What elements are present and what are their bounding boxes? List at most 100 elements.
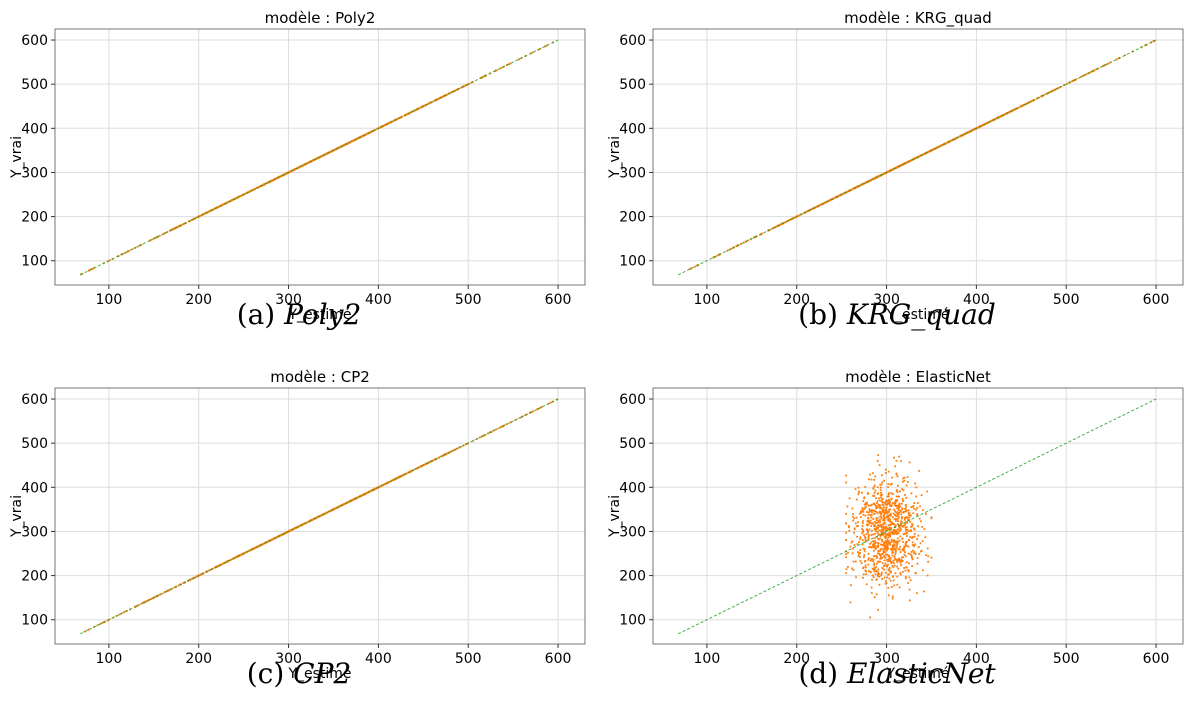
data-point bbox=[907, 509, 910, 512]
data-point bbox=[862, 531, 865, 533]
data-point bbox=[899, 573, 902, 576]
data-point bbox=[845, 539, 848, 541]
data-point bbox=[857, 521, 859, 524]
data-point bbox=[865, 570, 867, 573]
caption-elasticnet: (d) ElasticNet bbox=[598, 657, 1196, 690]
data-point bbox=[226, 201, 229, 204]
data-point bbox=[886, 559, 889, 561]
data-point bbox=[873, 570, 876, 573]
data-point bbox=[890, 492, 893, 495]
data-point bbox=[895, 495, 898, 498]
data-point bbox=[880, 500, 883, 503]
data-point bbox=[890, 540, 893, 543]
x-tick-label: 400 bbox=[365, 651, 392, 667]
data-point bbox=[887, 533, 890, 535]
data-point bbox=[898, 539, 901, 542]
data-point bbox=[907, 552, 910, 555]
data-point bbox=[879, 534, 882, 537]
data-point bbox=[911, 525, 914, 528]
data-point bbox=[884, 501, 887, 504]
data-point bbox=[886, 500, 889, 503]
data-point bbox=[384, 124, 386, 126]
data-point bbox=[909, 536, 912, 538]
x-tick-label: 100 bbox=[96, 651, 123, 667]
data-point bbox=[897, 548, 900, 550]
data-point bbox=[761, 232, 764, 235]
data-point bbox=[913, 507, 915, 510]
data-point bbox=[499, 426, 502, 429]
data-point bbox=[316, 516, 319, 519]
data-point bbox=[879, 521, 882, 524]
data-point bbox=[905, 516, 908, 519]
data-point bbox=[853, 517, 856, 520]
data-point bbox=[873, 566, 876, 569]
data-point bbox=[893, 545, 896, 548]
data-point bbox=[244, 192, 247, 195]
data-point bbox=[373, 129, 376, 132]
data-point bbox=[884, 529, 887, 532]
data-point bbox=[888, 555, 891, 558]
data-point bbox=[856, 185, 859, 188]
data-point bbox=[880, 557, 882, 560]
data-point bbox=[876, 502, 878, 505]
data-point bbox=[877, 608, 879, 611]
data-point bbox=[308, 520, 310, 523]
data-point bbox=[176, 226, 179, 228]
data-point bbox=[897, 515, 900, 518]
data-point bbox=[896, 504, 899, 507]
data-point bbox=[912, 512, 915, 515]
data-point bbox=[370, 489, 373, 492]
data-point bbox=[1092, 69, 1095, 72]
x-tick-label: 400 bbox=[963, 651, 990, 667]
data-point bbox=[885, 506, 888, 509]
data-point bbox=[509, 62, 512, 65]
data-point bbox=[893, 456, 895, 459]
data-point bbox=[441, 96, 443, 98]
data-point bbox=[913, 535, 916, 538]
data-point bbox=[857, 486, 860, 489]
data-point bbox=[1089, 71, 1092, 74]
reference-line bbox=[677, 39, 1157, 276]
data-point bbox=[915, 592, 918, 595]
x-tick-label: 300 bbox=[873, 651, 900, 667]
data-point bbox=[884, 472, 887, 474]
data-point bbox=[873, 542, 876, 545]
data-point bbox=[968, 130, 971, 133]
data-point bbox=[195, 575, 198, 578]
y-tick-label: 100 bbox=[21, 254, 48, 270]
data-point bbox=[898, 557, 901, 560]
data-point bbox=[842, 192, 845, 195]
data-point bbox=[862, 513, 865, 516]
data-point bbox=[876, 536, 878, 539]
data-point bbox=[893, 564, 896, 567]
data-point bbox=[886, 565, 889, 568]
data-point bbox=[883, 546, 886, 549]
chart-title: modèle : CP2 bbox=[270, 368, 370, 386]
data-point bbox=[888, 554, 891, 557]
data-point bbox=[321, 155, 323, 157]
data-point bbox=[866, 501, 868, 504]
data-point bbox=[1052, 89, 1055, 92]
data-point bbox=[869, 559, 872, 562]
data-point bbox=[450, 91, 452, 94]
data-point bbox=[329, 509, 332, 512]
data-point bbox=[887, 492, 890, 495]
data-point bbox=[883, 512, 886, 515]
data-point bbox=[899, 535, 902, 538]
data-point bbox=[901, 570, 904, 573]
reference-line bbox=[677, 398, 1157, 635]
caption-label: (a) bbox=[236, 298, 276, 331]
data-point bbox=[845, 481, 848, 484]
data-point bbox=[913, 502, 916, 504]
data-point bbox=[518, 416, 521, 419]
data-point bbox=[930, 556, 933, 559]
data-point bbox=[877, 492, 879, 495]
data-point bbox=[1066, 82, 1069, 85]
data-point bbox=[884, 512, 887, 514]
data-point bbox=[922, 153, 925, 156]
scatter-points bbox=[83, 398, 559, 633]
data-point bbox=[894, 558, 897, 561]
data-point bbox=[378, 127, 381, 129]
data-point bbox=[892, 545, 895, 548]
data-point bbox=[401, 474, 403, 477]
